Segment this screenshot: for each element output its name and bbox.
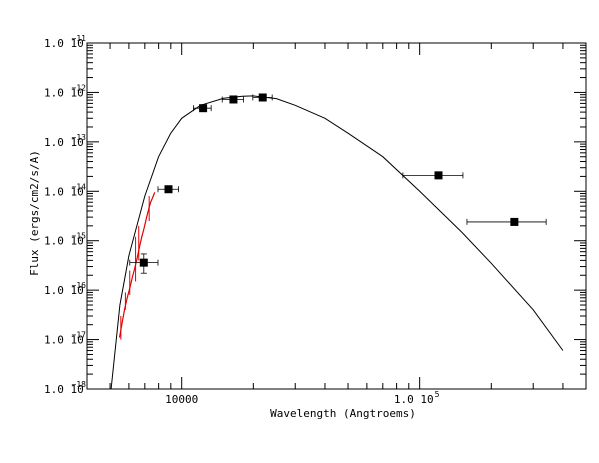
point-marker — [434, 171, 443, 180]
y-tick-mantissa: 1.0 10 — [44, 334, 84, 347]
point-marker — [229, 95, 238, 104]
y-tick-label: 1.0 10−17 — [44, 331, 86, 347]
spectrum-series — [118, 192, 156, 340]
y-tick-exponent: −14 — [72, 182, 87, 191]
tick-labels: 1.0 10−111.0 10−121.0 10−131.0 10−141.0 … — [44, 34, 440, 406]
y-tick-label: 1.0 10−18 — [44, 380, 86, 396]
data-point — [402, 171, 464, 180]
y-tick-exponent: −11 — [72, 34, 87, 43]
x-tick-exponent: 5 — [435, 390, 440, 399]
y-tick-mantissa: 1.0 10 — [44, 185, 84, 198]
data-point — [221, 95, 244, 104]
y-tick-exponent: −13 — [72, 133, 87, 142]
y-tick-mantissa: 1.0 10 — [44, 136, 84, 149]
x-tick-mantissa: 1.0 10 — [394, 393, 434, 406]
y-tick-mantissa: 1.0 10 — [44, 86, 84, 99]
point-marker — [164, 185, 173, 194]
point-marker — [510, 217, 519, 226]
x-tick-label: 1.0 10 5 — [394, 390, 440, 406]
y-tick-label: 1.0 10−13 — [44, 133, 86, 149]
point-marker — [258, 93, 267, 102]
y-tick-label: 1.0 10−15 — [44, 232, 86, 248]
y-tick-exponent: −15 — [72, 232, 87, 241]
data-point — [157, 185, 179, 194]
point-marker — [139, 258, 148, 267]
y-tick-label: 1.0 10−11 — [44, 34, 86, 50]
model-series — [110, 95, 564, 390]
y-tick-mantissa: 1.0 10 — [44, 383, 84, 396]
axis-ticks — [86, 42, 587, 390]
y-axis-title: Flux (ergs/cm2/s/A) — [28, 150, 41, 276]
y-tick-label: 1.0 10−16 — [44, 281, 86, 297]
data-point — [129, 253, 159, 274]
data-point — [252, 93, 273, 102]
data-point — [466, 217, 547, 226]
y-tick-exponent: −12 — [72, 83, 87, 92]
plot-frame — [86, 42, 587, 390]
y-tick-exponent: −17 — [72, 331, 87, 340]
plot-frame-rect — [86, 42, 587, 390]
x-tick-label: 10000 — [165, 393, 198, 406]
y-tick-mantissa: 1.0 10 — [44, 235, 84, 248]
point-marker — [199, 104, 208, 113]
data-point — [193, 104, 212, 113]
photometry-series — [129, 93, 547, 274]
model-curve — [110, 95, 564, 390]
y-tick-mantissa: 1.0 10 — [44, 37, 84, 50]
y-tick-exponent: −16 — [72, 281, 87, 290]
y-tick-label: 1.0 10−12 — [44, 83, 86, 99]
y-tick-mantissa: 1.0 10 — [44, 284, 84, 297]
y-tick-exponent: −18 — [72, 380, 87, 389]
y-tick-label: 1.0 10−14 — [44, 182, 86, 198]
x-axis-title: Wavelength (Angtroems) — [270, 407, 416, 420]
x-tick-mantissa: 10000 — [165, 393, 198, 406]
